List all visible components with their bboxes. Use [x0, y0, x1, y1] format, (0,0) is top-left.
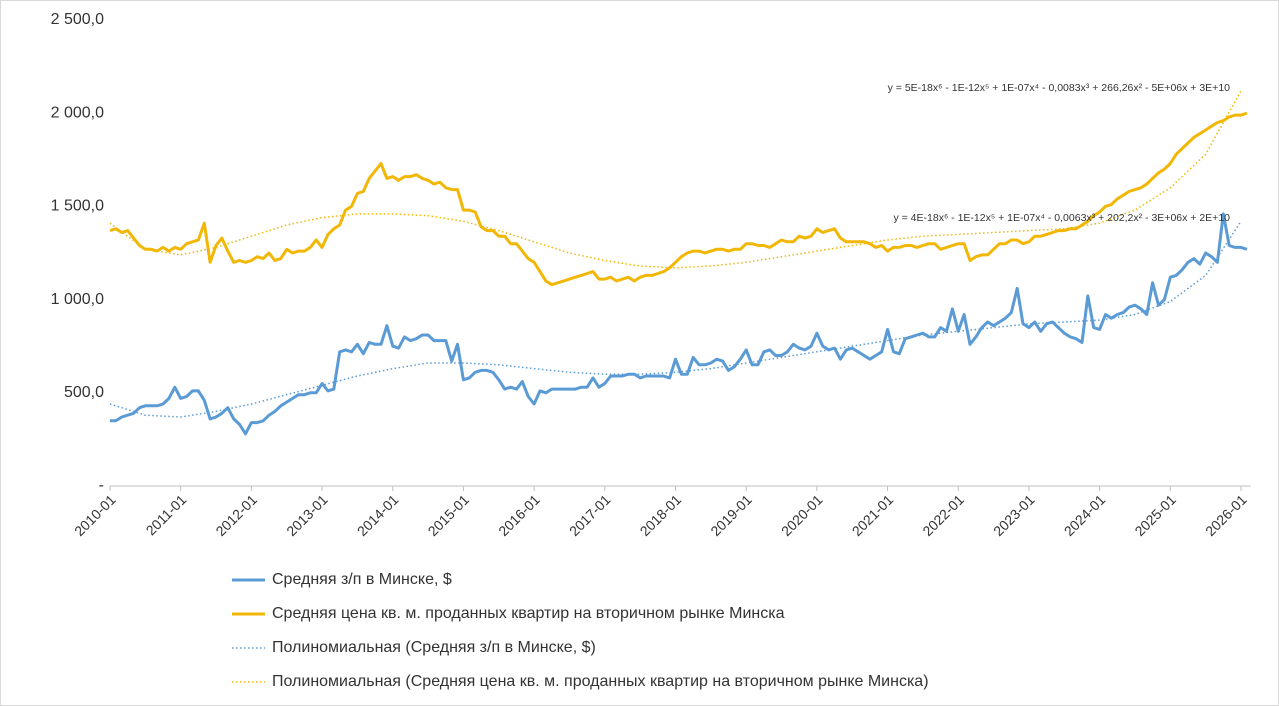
trend-equation: y = 4E-18x⁶ - 1E-12x⁵ + 1E-07x⁴ - 0,0063…	[893, 212, 1230, 224]
y-tick-label: 1 000,0	[51, 291, 104, 308]
legend-label: Средняя з/п в Минске, $	[272, 571, 452, 588]
y-tick-label: 2 500,0	[51, 11, 104, 28]
y-tick-label: 2 000,0	[51, 104, 104, 121]
legend-label: Средняя цена кв. м. проданных квартир на…	[272, 605, 785, 622]
series-line	[110, 212, 1248, 436]
y-tick-label: 500,0	[64, 384, 104, 401]
legend-label: Полиномиальная (Средняя цена кв. м. прод…	[272, 673, 929, 690]
y-tick-label: 1 500,0	[51, 198, 104, 215]
y-tick-label: -	[99, 477, 104, 494]
series-line	[109, 111, 1248, 287]
trend-line	[109, 220, 1242, 418]
legend-label: Полиномиальная (Средняя з/п в Минске, $)	[272, 639, 596, 656]
trend-equation: y = 5E-18x⁶ - 1E-12x⁵ + 1E-07x⁴ - 0,0083…	[888, 82, 1231, 94]
